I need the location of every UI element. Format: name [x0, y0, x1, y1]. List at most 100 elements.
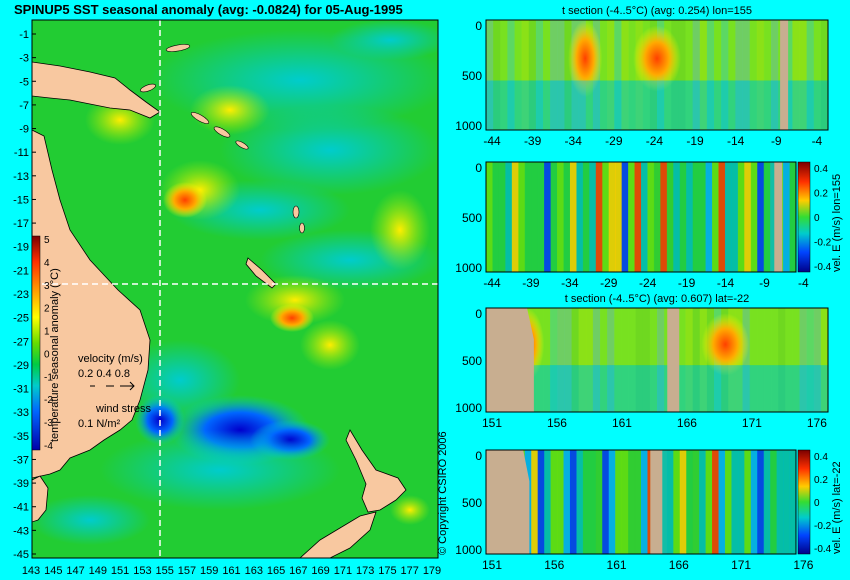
- section-cell: [756, 308, 765, 412]
- x-tick-label: -44: [483, 134, 501, 148]
- section-cell: [634, 450, 642, 554]
- lat-tick-label: -33: [13, 407, 29, 419]
- section-cell: [537, 450, 545, 554]
- section-cell: [686, 450, 694, 554]
- section-cell: [653, 162, 661, 272]
- land-gap: [780, 20, 789, 130]
- land-gap: [667, 308, 680, 412]
- section-cell: [686, 162, 694, 272]
- colorbar-tick-label: 1: [44, 327, 50, 338]
- section-cell: [789, 162, 797, 272]
- section-cell: [679, 450, 687, 554]
- section-cell: [756, 20, 765, 130]
- section-cell: [763, 162, 771, 272]
- section-cell: [537, 162, 545, 272]
- x-tick-label: -9: [771, 134, 782, 148]
- section-cell: [595, 450, 603, 554]
- section-cell: [673, 162, 681, 272]
- section-cell: [576, 162, 584, 272]
- section-cell: [550, 20, 558, 130]
- land-nz-north: [345, 429, 407, 513]
- section-cell: [783, 450, 791, 554]
- x-tick-label: -24: [646, 134, 664, 148]
- depth-tick-label: 1000: [455, 543, 482, 557]
- section-cell: [813, 308, 822, 412]
- x-tick-label: 151: [482, 416, 502, 430]
- section-cell: [735, 20, 743, 130]
- section-cell: [544, 450, 552, 554]
- panel-frame: [485, 19, 829, 131]
- section-panel-2: 0 500 1000-44 -39 -34 -29 -24 -19 -14 -9 -4 0.4 0.2 0…: [455, 161, 843, 290]
- lat-tick-label: -15: [13, 194, 29, 206]
- section-cell: [564, 20, 572, 130]
- velocity-colorbar-tick: -0.2: [814, 238, 832, 249]
- section-cell: [505, 162, 513, 272]
- section-cell: [699, 20, 708, 130]
- section-cell: [557, 162, 564, 272]
- section-cell: [641, 162, 648, 272]
- sst-region: [245, 275, 345, 325]
- depth-tick-label: 500: [462, 69, 482, 83]
- colorbar-tick-label: 3: [44, 281, 50, 292]
- section-cell: [557, 308, 565, 412]
- colorbar-tick-label: -3: [44, 418, 53, 429]
- velocity-colorbar-tick: 0.4: [814, 452, 828, 463]
- section-cell: [744, 450, 752, 554]
- depth-tick-label: 1000: [455, 261, 482, 275]
- lon-tick-label: 149: [89, 565, 107, 577]
- lon-tick-label: 171: [334, 565, 352, 577]
- section-cell: [498, 162, 506, 272]
- x-tick-label: -14: [727, 134, 745, 148]
- sst-region: [370, 190, 430, 270]
- x-tick-label: 176: [793, 558, 813, 572]
- x-tick-label: -19: [686, 134, 704, 148]
- velocity-label: velocity (m/s): [78, 353, 143, 365]
- section-cell: [615, 450, 623, 554]
- section-cell: [763, 20, 772, 130]
- colorbar-tick-label: -4: [44, 441, 53, 452]
- section-cell: [712, 450, 719, 554]
- section-cell: [614, 308, 622, 412]
- land-gap: [650, 450, 663, 554]
- velocity-colorbar-tick: 0.4: [814, 164, 828, 175]
- section-cell: [602, 162, 610, 272]
- section-cell: [699, 162, 707, 272]
- velocity-colorbar: [797, 449, 811, 555]
- section-cell: [621, 308, 629, 412]
- section-cell: [608, 162, 616, 272]
- section-cell: [712, 162, 719, 272]
- lat-tick-label: -45: [13, 549, 29, 561]
- section-cell: [744, 162, 752, 272]
- lat-tick-label: -19: [13, 242, 29, 254]
- section-cell: [685, 20, 694, 130]
- colorbar-tick-label: -1: [44, 372, 53, 383]
- section-cell: [543, 20, 551, 130]
- velocity-colorbar-tick: -0.4: [814, 544, 832, 555]
- main-title: SPINUP5 SST seasonal anomaly (avg: -0.08…: [14, 2, 403, 17]
- section-cell: [718, 450, 726, 554]
- x-tick-label: -39: [522, 276, 540, 290]
- section-cell: [692, 162, 700, 272]
- warm-anomaly: [701, 313, 750, 376]
- section-cell: [757, 450, 765, 554]
- section-cell: [750, 450, 758, 554]
- sst-region: [100, 430, 340, 510]
- lon-tick-label: 179: [423, 565, 441, 577]
- section-cell: [705, 450, 713, 554]
- section-cell: [792, 20, 800, 130]
- x-tick-label: 171: [742, 416, 762, 430]
- section-cell: [731, 450, 739, 554]
- section-cell: [564, 308, 572, 412]
- land-png: [32, 61, 161, 119]
- section-cell: [757, 162, 765, 272]
- lat-tick-label: -25: [13, 313, 29, 325]
- section-cell: [778, 308, 786, 412]
- depth-tick-label: 1000: [455, 401, 482, 415]
- sst-region: [163, 182, 207, 218]
- section-cell: [763, 308, 772, 412]
- section-cell: [724, 162, 732, 272]
- land-coast: [486, 450, 530, 554]
- x-tick-label: 171: [731, 558, 751, 572]
